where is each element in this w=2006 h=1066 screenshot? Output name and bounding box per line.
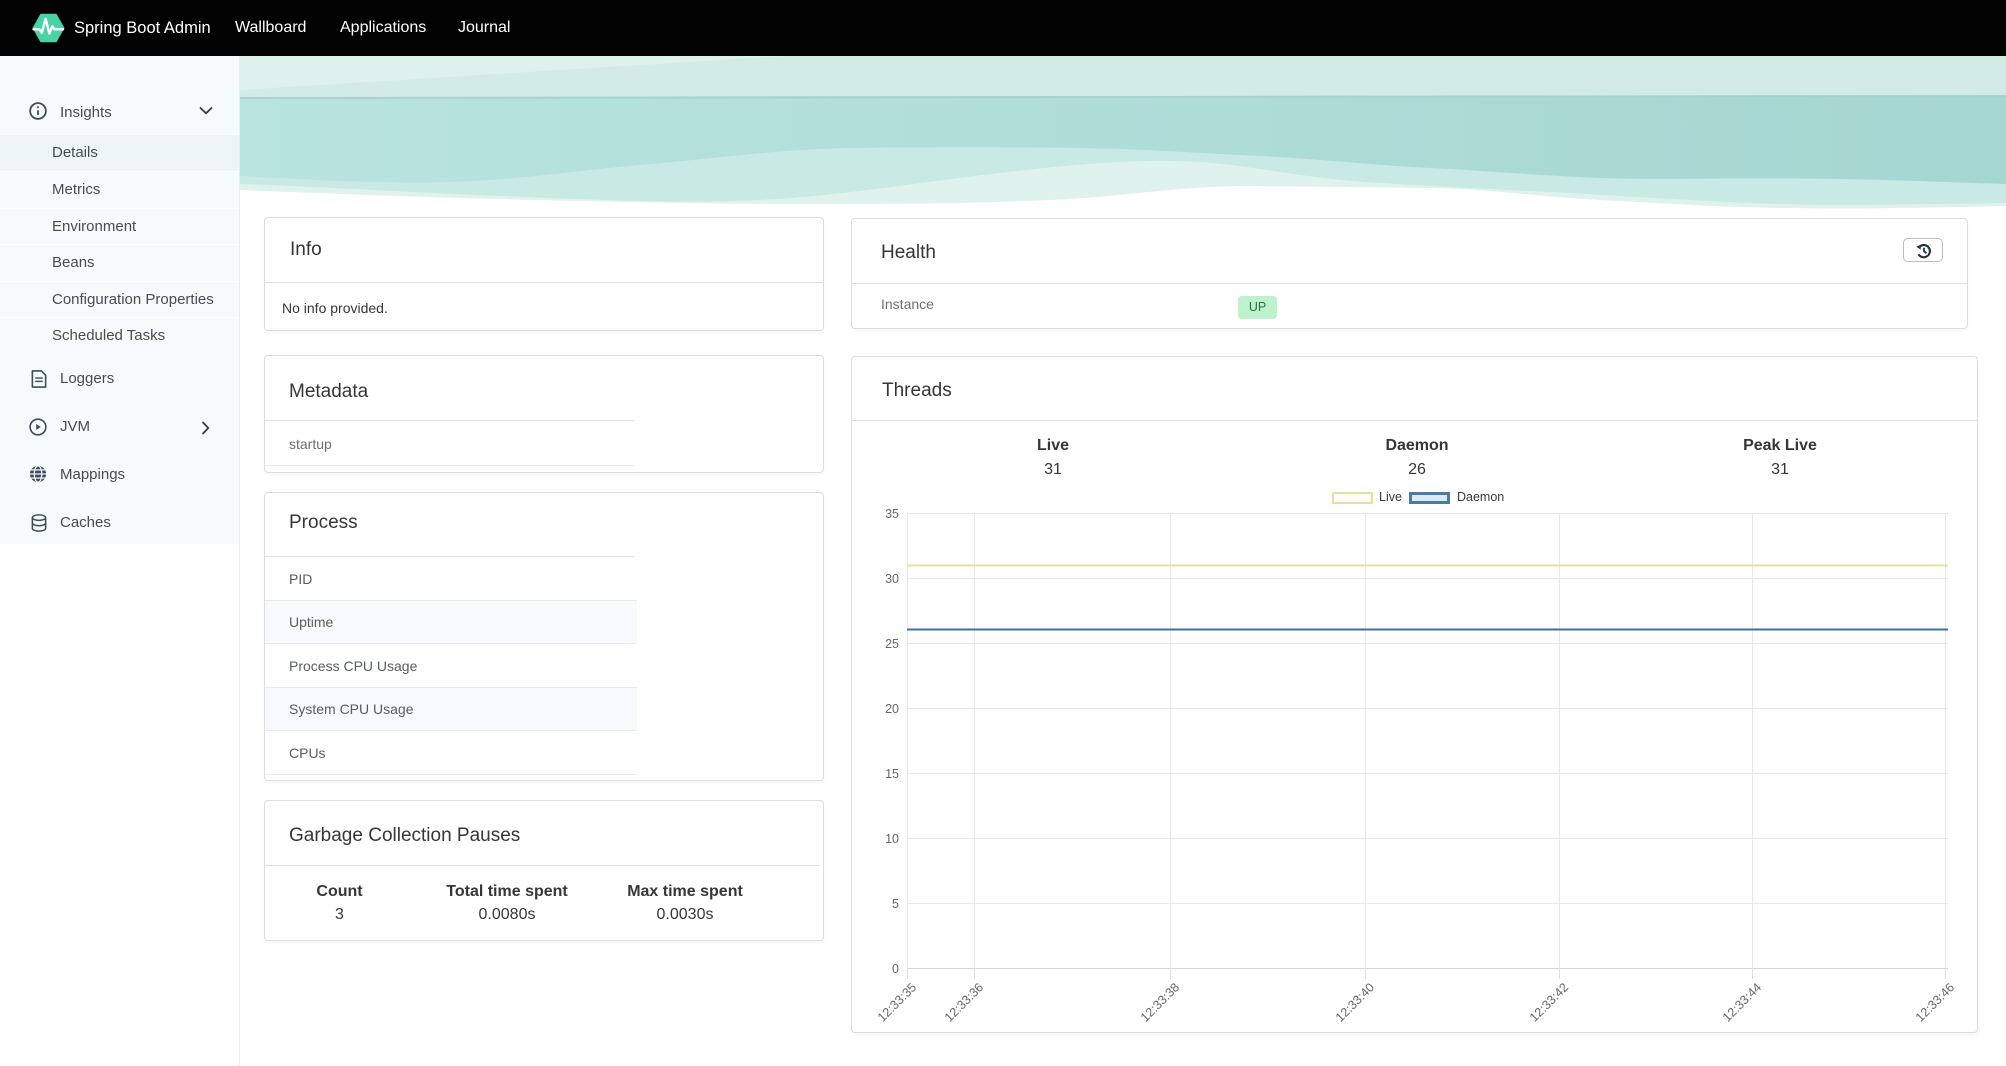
svg-text:25: 25	[885, 637, 899, 651]
svg-text:12:33:40: 12:33:40	[1333, 980, 1377, 1024]
svg-text:12:33:36: 12:33:36	[942, 980, 986, 1024]
svg-text:12:33:42: 12:33:42	[1527, 980, 1571, 1024]
svg-text:12:33:38: 12:33:38	[1138, 980, 1182, 1024]
svg-text:5: 5	[892, 897, 899, 911]
svg-text:12:33:35: 12:33:35	[875, 980, 919, 1024]
svg-text:30: 30	[885, 572, 899, 586]
svg-text:12:33:46: 12:33:46	[1913, 980, 1957, 1024]
svg-text:20: 20	[885, 702, 899, 716]
svg-text:15: 15	[885, 767, 899, 781]
svg-text:12:33:44: 12:33:44	[1720, 980, 1764, 1024]
svg-text:10: 10	[885, 832, 899, 846]
svg-text:35: 35	[885, 507, 899, 521]
svg-text:0: 0	[892, 962, 899, 976]
